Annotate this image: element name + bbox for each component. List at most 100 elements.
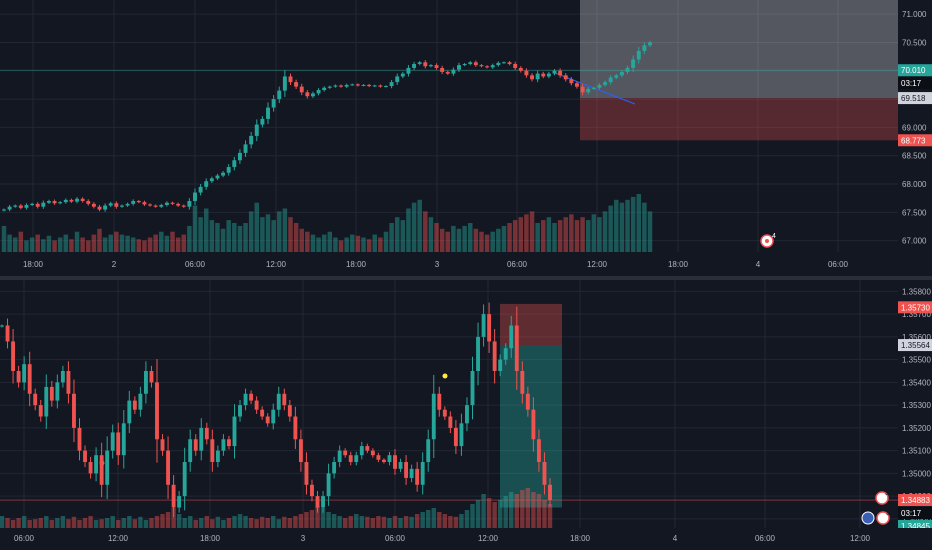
event-badge-count: 4 xyxy=(772,233,776,240)
candle-body xyxy=(75,198,79,202)
candle-body xyxy=(41,202,46,207)
volume-bar xyxy=(210,519,215,528)
volume-bar xyxy=(344,237,349,252)
last-price-tag-text: 70.010 xyxy=(901,66,926,75)
candle-body xyxy=(548,484,552,501)
time-label: 4 xyxy=(756,260,761,269)
candle-body xyxy=(404,462,409,478)
candles xyxy=(2,40,652,212)
entry-tag: 69.518 xyxy=(898,92,932,105)
candle-body xyxy=(344,84,349,87)
volume-bar xyxy=(541,220,546,252)
volume-bar xyxy=(149,518,154,528)
volume-bar xyxy=(187,516,193,528)
volume-bar xyxy=(254,202,260,252)
volume-bar xyxy=(473,228,479,252)
candle-body xyxy=(316,90,321,94)
stop-zone xyxy=(500,303,562,346)
volume-bar xyxy=(102,237,108,252)
candle-body xyxy=(406,67,411,74)
volume-bar xyxy=(411,202,417,252)
volume-bar xyxy=(119,234,125,252)
volume-bar xyxy=(97,228,102,252)
candle-body xyxy=(60,371,65,383)
price-axis: 71.00070.50070.00069.50069.00068.50068.0… xyxy=(902,10,927,246)
top-chart-svg[interactable]: 71.00070.50070.00069.50069.00068.50068.0… xyxy=(0,0,932,252)
volume-bar xyxy=(165,512,171,528)
volume-bar xyxy=(470,504,475,528)
stop-zone xyxy=(580,98,898,141)
stop-tag-bg xyxy=(898,134,932,147)
price-tick-label: 1.35100 xyxy=(902,447,931,456)
candle-body xyxy=(276,393,281,410)
candle-body xyxy=(170,202,175,204)
candle-body xyxy=(535,73,540,80)
grid xyxy=(0,0,898,252)
volume-bar xyxy=(130,237,136,252)
volume-bar xyxy=(591,214,597,252)
volume-bar xyxy=(63,234,69,252)
candle-body xyxy=(266,107,270,119)
candle-body xyxy=(142,202,147,205)
candle-body xyxy=(188,439,193,463)
bottom-chart-pane[interactable]: 1.35800 1.35700 1.35600 1.35500 1.35400 1.353… xyxy=(0,280,932,528)
price-axis: 1.35800 1.35700 1.35600 1.35500 1.35400 1.353… xyxy=(902,287,931,524)
volume-bar xyxy=(121,518,126,528)
candle-body xyxy=(333,85,338,87)
entry-tag-bg xyxy=(898,92,932,105)
volume-bar xyxy=(442,514,448,528)
candle-body xyxy=(310,93,315,97)
time-label: 12:00 xyxy=(850,534,871,543)
volume-bar xyxy=(366,239,372,252)
candle-body xyxy=(354,455,359,463)
volume-bar xyxy=(164,235,170,252)
top-chart-pane[interactable]: 71.00070.50070.00069.50069.00068.50068.0… xyxy=(0,0,932,252)
candle-body xyxy=(415,468,420,485)
candle-body xyxy=(448,416,453,428)
candle-body xyxy=(393,455,397,469)
volume-bar xyxy=(520,490,525,528)
volume-bar xyxy=(125,235,130,252)
price-tick-label: 1.35700 xyxy=(902,310,931,319)
volume-bar xyxy=(467,223,473,252)
bottom-time-axis[interactable]: 06:00 12:00 18:00 3 06:00 12:00 18:00 4 06:00 12:… xyxy=(0,528,932,550)
candle-body xyxy=(221,439,226,451)
volume-bar xyxy=(625,199,630,252)
volume-bar xyxy=(46,235,52,252)
last-price-tag-bg xyxy=(898,64,932,77)
candle-body xyxy=(86,201,91,204)
top-time-axis-svg: 18:00 2 06:00 12:00 18:00 3 06:00 12:00 18:00 4 06… xyxy=(23,260,849,269)
event-badge-count: 3 xyxy=(885,490,889,497)
volume-bar xyxy=(7,234,12,252)
volume-bar xyxy=(348,516,353,528)
candle-body xyxy=(35,203,40,207)
stop-tag: 1.35730 xyxy=(898,301,932,314)
volume-bar xyxy=(376,516,381,528)
candle-body xyxy=(44,386,49,417)
volume-bar xyxy=(501,225,507,252)
candle-body xyxy=(193,439,198,451)
candle-body xyxy=(99,455,104,485)
bottom-chart-svg[interactable]: 1.35800 1.35700 1.35600 1.35500 1.35400 1.353… xyxy=(0,280,932,528)
candle-body xyxy=(473,62,478,66)
volume-bar xyxy=(619,202,625,252)
volume-bar xyxy=(536,494,542,528)
candle-body xyxy=(298,439,303,463)
candle-body xyxy=(0,325,4,327)
candle-body xyxy=(361,84,366,86)
top-time-axis[interactable]: 18:00 2 06:00 12:00 18:00 3 06:00 12:00 18:00 4 06… xyxy=(0,252,932,276)
volume-bar xyxy=(277,211,282,252)
volume-bar xyxy=(431,508,436,528)
candle-body xyxy=(22,364,27,383)
price-tick-label: 1.35300 xyxy=(902,401,931,410)
volume-bar xyxy=(57,237,63,252)
candle-body xyxy=(149,371,154,383)
pane-divider[interactable] xyxy=(0,276,932,280)
countdown-tag-bg xyxy=(898,507,932,520)
entry-tag-text: 69.518 xyxy=(901,94,926,103)
candle-body xyxy=(591,87,596,89)
volume-bar xyxy=(350,234,355,252)
volume-bar xyxy=(630,196,636,252)
volume-bar xyxy=(86,240,91,252)
volume-bar xyxy=(299,228,304,252)
